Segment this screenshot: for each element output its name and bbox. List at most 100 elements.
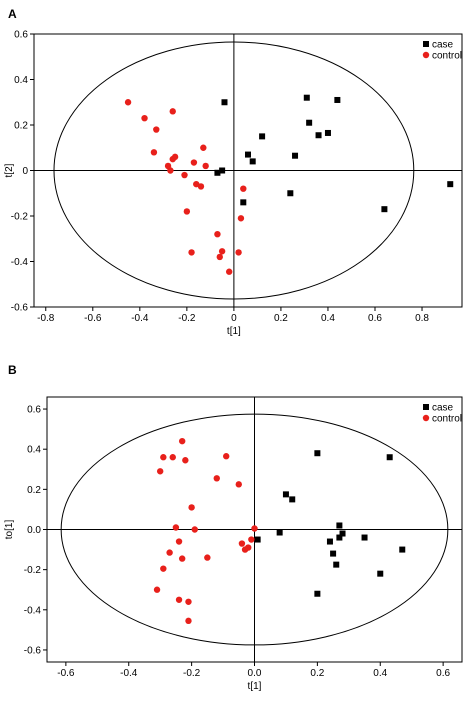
panel-a-ytick-label: -0.4 — [11, 257, 29, 268]
panel-a-point-case — [447, 181, 454, 188]
panel-b-point-case — [326, 538, 333, 545]
panel-a-confidence-ellipse — [53, 41, 415, 300]
panel-b-legend-marker-control — [422, 414, 430, 422]
panel-a-xtick-label: -0.4 — [131, 313, 149, 324]
panel-b-point-control — [245, 544, 252, 551]
panel-b-point-case — [339, 530, 346, 537]
panel-b-point-control — [248, 536, 255, 543]
panel-b-point-control — [235, 481, 242, 488]
panel-b-point-control — [175, 596, 183, 603]
panel-b-point-case — [386, 454, 393, 461]
panel-a-ylabel: t[2] — [4, 163, 15, 177]
panel-a-xtick-label: 0.6 — [368, 313, 382, 324]
panel-a-point-case — [221, 99, 228, 106]
panel-b-point-control — [156, 468, 164, 475]
panel-b-ytick-label: 0.0 — [27, 525, 41, 536]
panel-a-point-control — [153, 126, 160, 133]
panel-a-point-control — [169, 108, 176, 115]
panel-a-point-case — [306, 119, 313, 126]
panel-b-point-control — [204, 554, 211, 561]
panel-a-point-control — [150, 149, 158, 156]
panel-b-ytick-label: -0.2 — [24, 565, 42, 576]
panel-b-point-case — [361, 534, 368, 541]
panel-b-point-control — [188, 504, 195, 511]
panel-b-point-control — [213, 475, 220, 482]
panel-a-point-case — [315, 132, 322, 139]
panel-a-point-case — [381, 206, 388, 213]
panel-b-point-control — [160, 454, 167, 461]
panel-a-xtick-label: 0.2 — [274, 313, 288, 324]
panel-a-point-case — [334, 96, 341, 103]
panel-b-point-control — [191, 526, 198, 533]
panel-b-point-case — [254, 536, 261, 543]
panel-a-point-control — [214, 231, 221, 238]
panel-b: B -0.6 -0.4 -0.2 0.0 0.2 0.4 0.6 -0.6 -0.4 -0.2 0.… — [4, 363, 463, 692]
panel-a-letter: A — [8, 7, 17, 21]
panel-b-legend-marker-case — [423, 404, 429, 410]
panel-b-ytick-label: -0.4 — [24, 605, 42, 616]
panel-a-point-case — [303, 94, 310, 101]
panel-a-xtick-label: 0 — [231, 313, 237, 324]
panel-b-legend-label-control: control — [432, 414, 462, 425]
panel-b-point-case — [336, 534, 343, 541]
panel-b-point-case — [336, 522, 343, 529]
panel-a-ytick-label: 0.4 — [14, 75, 28, 86]
panel-b-point-control — [185, 617, 192, 625]
panel-a-ytick-label: -0.6 — [11, 303, 29, 314]
panel-a-xtick-label: 0.4 — [321, 313, 335, 324]
panel-a-legend-marker-case — [423, 41, 429, 47]
panel-a-point-case — [249, 158, 256, 165]
panel-b-point-control — [238, 540, 246, 547]
panel-b-point-case — [399, 546, 406, 553]
panel-b-point-control — [166, 549, 173, 556]
panel-b-xtick-label: 0.4 — [373, 668, 387, 679]
panel-a-point-case — [292, 152, 299, 159]
panel-b-ytick-label: 0.6 — [27, 405, 41, 416]
panel-a-point-control — [197, 183, 205, 190]
panel-a-point-control — [190, 159, 198, 166]
panel-b-ytick-label: -0.6 — [24, 645, 42, 656]
panel-a-point-control — [141, 114, 148, 122]
panel-a-point-control — [216, 253, 223, 261]
panel-a-point-control — [183, 208, 191, 215]
panel-a-xtick-label: -0.2 — [178, 313, 196, 324]
panel-b-point-control — [178, 555, 186, 562]
panel-b-point-case — [330, 550, 337, 557]
panel-a-point-control — [235, 249, 242, 256]
panel-b-point-control — [182, 457, 189, 464]
panel-a-point-case — [214, 169, 221, 176]
panel-b-point-control — [153, 586, 161, 593]
panel-b-point-case — [314, 450, 321, 457]
panel-a-point-case — [240, 199, 247, 206]
panel-b-point-control — [172, 524, 180, 531]
panel-b-point-case — [282, 491, 289, 498]
panel-a-legend-label-case: case — [432, 40, 454, 51]
panel-b-point-control — [178, 437, 186, 445]
panel-b-ytick-label: 0.4 — [27, 445, 41, 456]
panel-a-ytick-label: 0.2 — [14, 121, 28, 132]
panel-b-plot-area: -0.6 -0.4 -0.2 0.0 0.2 0.4 0.6 -0.6 -0.4 -0.2 0.0 0… — [4, 396, 463, 692]
panel-a-point-control — [218, 248, 226, 255]
panel-b-xtick-label: -0.4 — [120, 668, 138, 679]
panel-a-point-case — [219, 167, 226, 174]
panel-b-point-control — [175, 538, 183, 545]
panel-b-point-control — [160, 565, 167, 572]
panel-a-xlabel: t[1] — [227, 326, 241, 337]
panel-b-point-control — [251, 525, 258, 532]
panel-a-point-control — [171, 153, 179, 161]
panel-b-point-control — [169, 454, 176, 461]
panel-b-confidence-ellipse — [60, 413, 449, 646]
panel-a-ytick-label: -0.2 — [11, 212, 29, 223]
panel-a-point-control — [225, 268, 233, 275]
panel-b-point-case — [333, 561, 340, 568]
panel-b-xtick-label: 0.0 — [248, 668, 262, 679]
panel-b-point-control — [185, 598, 192, 605]
panel-b-point-case — [289, 496, 296, 503]
panel-a-point-control — [200, 144, 207, 151]
panel-a-legend-label-control: control — [432, 51, 462, 62]
panel-a-point-control — [181, 171, 188, 179]
panel-a: A -0.8 -0.6 -0.4 -0.2 0 0.2 0.4 0.6 0.8-0.6-0.4-… — [4, 7, 463, 337]
panel-b-xtick-label: 0.2 — [310, 668, 324, 679]
panel-a-point-control — [202, 162, 209, 170]
